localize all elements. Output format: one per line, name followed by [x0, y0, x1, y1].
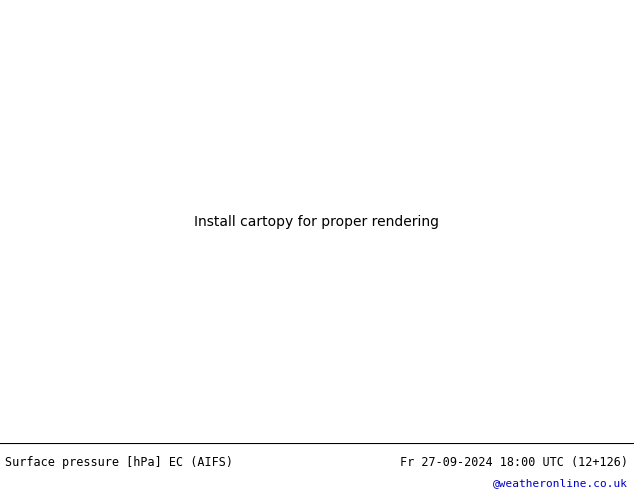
Text: Fr 27-09-2024 18:00 UTC (12+126): Fr 27-09-2024 18:00 UTC (12+126) [399, 457, 628, 469]
Text: @weatheronline.co.uk: @weatheronline.co.uk [493, 478, 628, 488]
Text: Surface pressure [hPa] EC (AIFS): Surface pressure [hPa] EC (AIFS) [5, 457, 233, 469]
Text: Install cartopy for proper rendering: Install cartopy for proper rendering [195, 215, 439, 229]
